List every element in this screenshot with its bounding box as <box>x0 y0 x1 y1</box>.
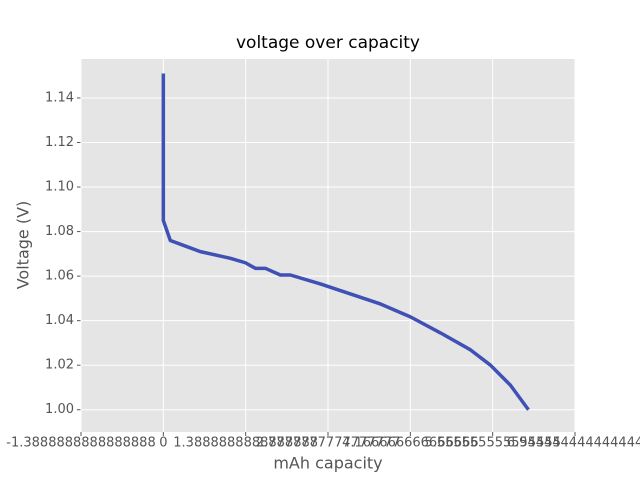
y-tick-label: 1.06 <box>45 269 74 284</box>
y-tick-label: 1.00 <box>45 402 74 417</box>
y-axis-label: Voltage (V) <box>14 201 33 290</box>
y-tick-label: 1.12 <box>45 135 74 150</box>
y-tick-label: 1.04 <box>45 313 74 328</box>
x-tick-label: 4.166666666666666 <box>342 436 478 451</box>
x-tick-label: 5.555555555555555 <box>424 436 560 451</box>
data-line <box>161 73 530 411</box>
x-axis-label: mAh capacity <box>273 454 382 473</box>
x-tick-label: 6.944444444444444 <box>507 436 640 451</box>
x-tick-label: 1.3888888888888888 <box>173 436 318 451</box>
y-tick-label: 1.14 <box>45 90 74 105</box>
y-tick-label: 1.08 <box>45 224 74 239</box>
x-tick-label: 2.7777777777777777 <box>256 436 401 451</box>
x-tick-label: 0 <box>159 436 167 451</box>
x-tick-label: -1.3888888888888888 <box>6 436 155 451</box>
y-tick-label: 1.10 <box>45 180 74 195</box>
y-tick-label: 1.02 <box>45 358 74 373</box>
chart-title: voltage over capacity <box>236 33 420 53</box>
